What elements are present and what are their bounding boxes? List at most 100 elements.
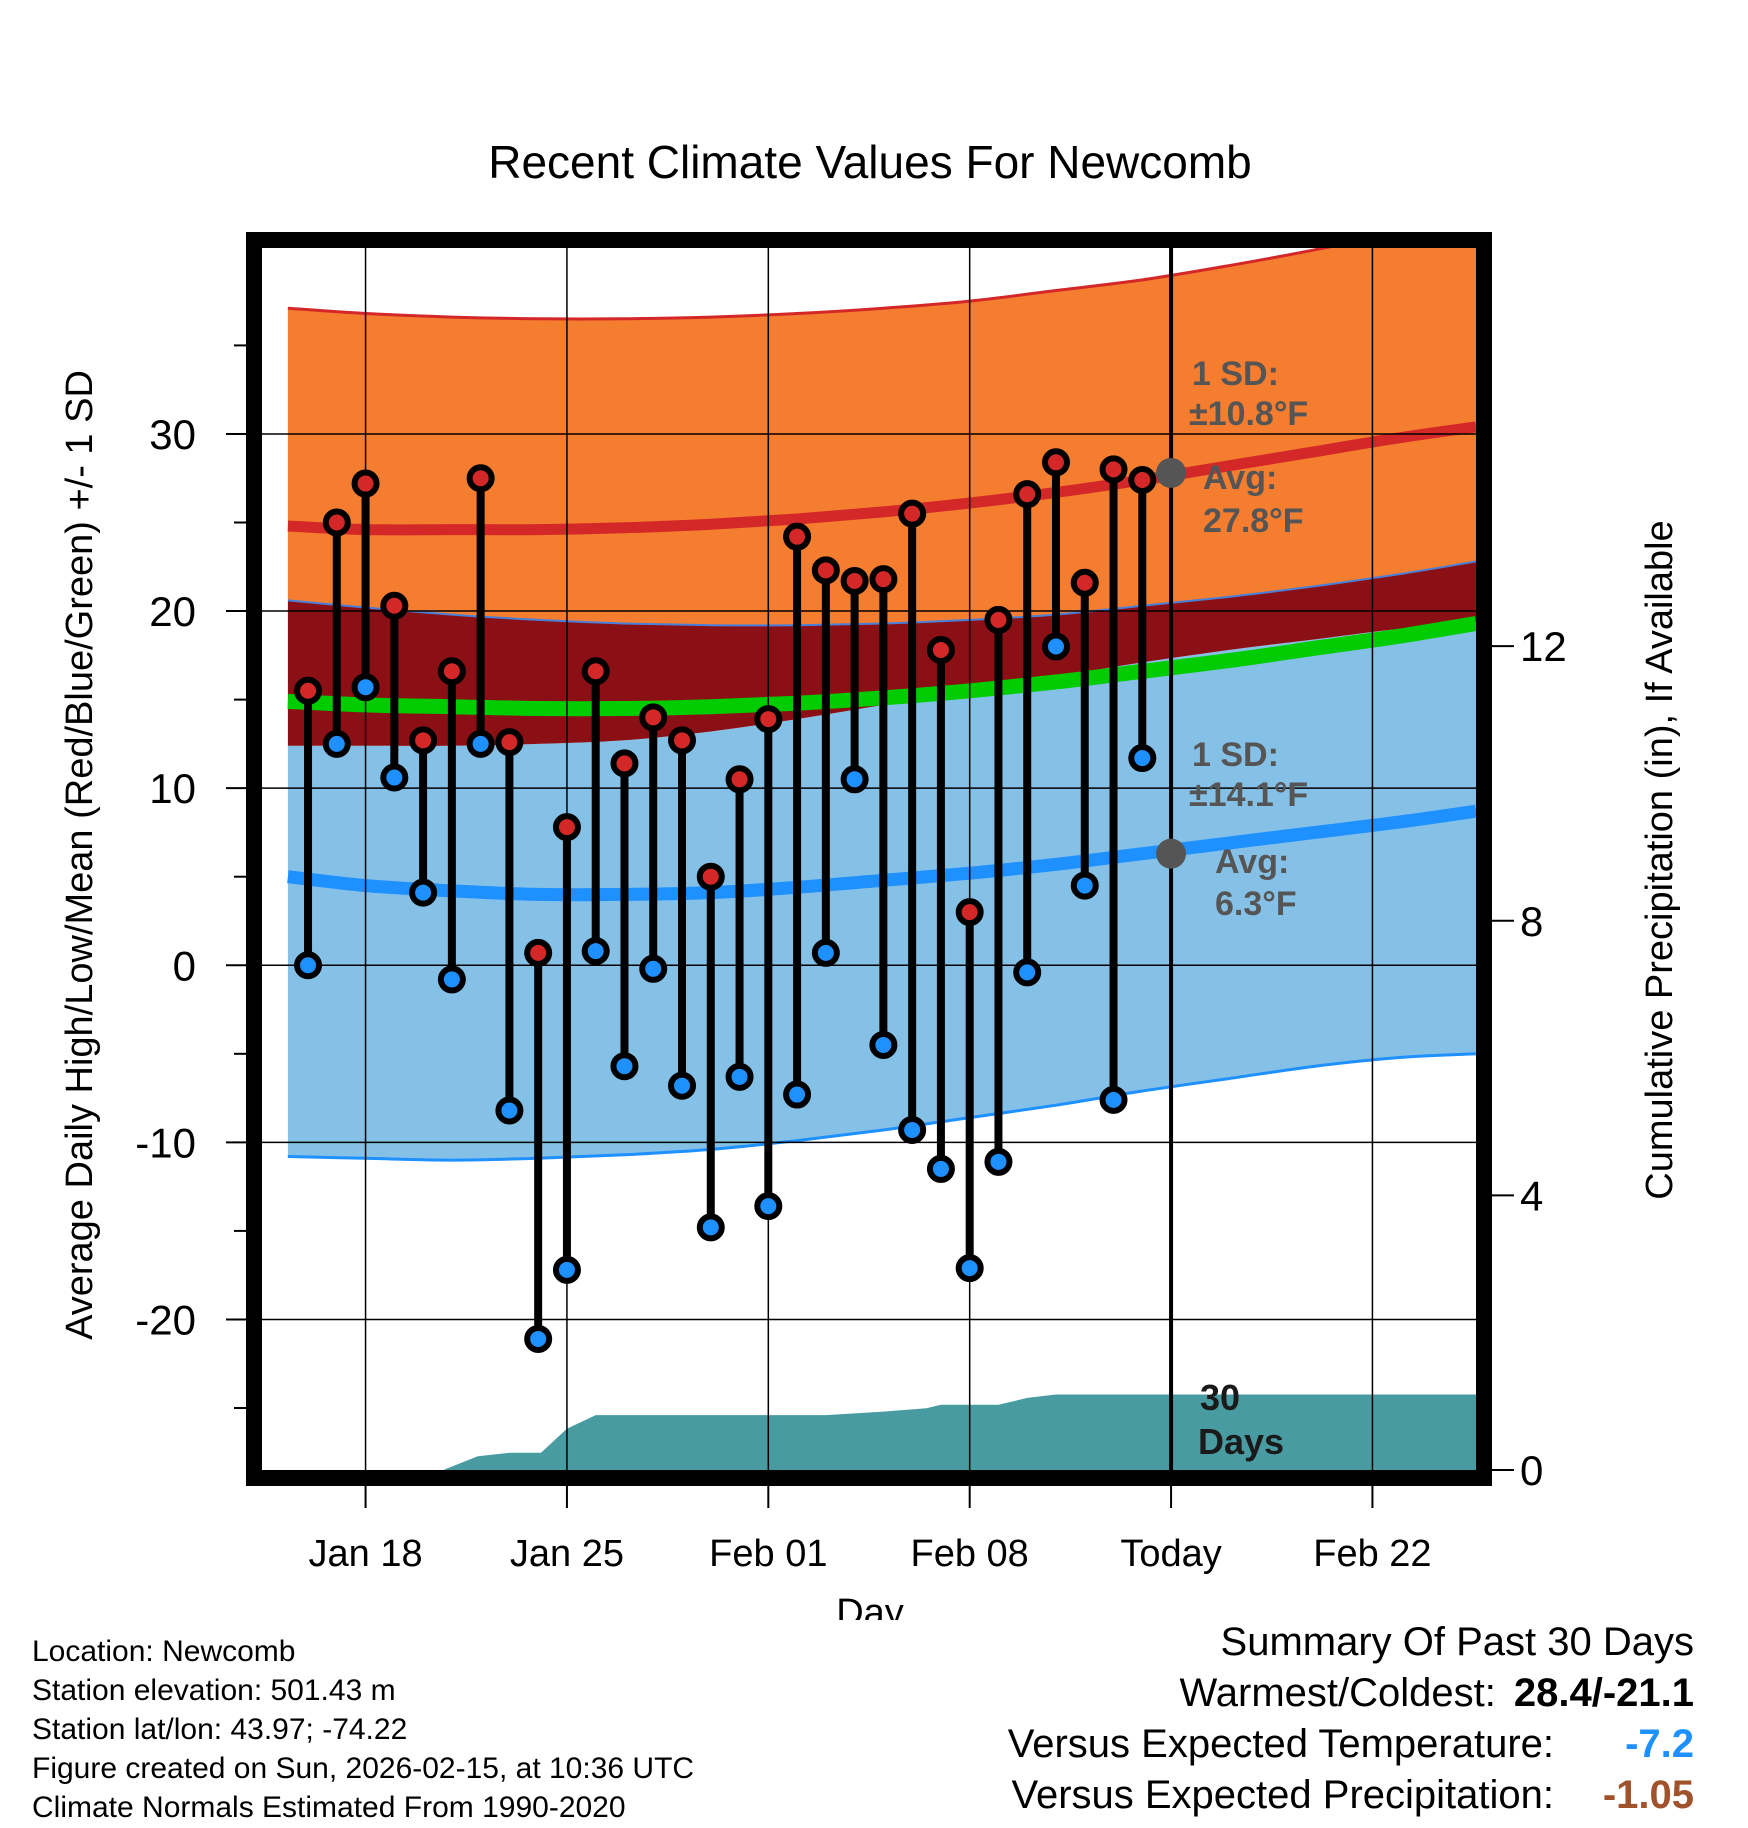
daily-high-marker [955,898,984,927]
elevation-text: Station elevation: 501.43 m [32,1674,396,1707]
daily-high-marker [1013,480,1042,509]
daily-high-marker [668,726,697,755]
y2-tick-label: 4 [1520,1172,1543,1219]
daily-low-marker [1041,632,1070,661]
y-tick-label: 0 [173,942,196,989]
daily-high-marker [898,499,927,528]
daily-high-marker [610,749,639,778]
summary-panel: Summary Of Past 30 Days Warmest/Coldest:… [1008,1617,1694,1821]
precip-value: -1.05 [1602,1773,1694,1817]
daily-high-marker [351,469,380,498]
low-lower-edge [287,1052,1476,1162]
daily-low-marker [955,1254,984,1283]
x-axis-title: Day [836,1592,904,1620]
y-tick-label: 30 [149,411,196,458]
plot-frame [246,232,1492,1486]
daily-high-marker [524,938,553,967]
daily-high-marker [1128,466,1157,495]
y-tick-label: -20 [135,1296,196,1343]
summary-temp: Versus Expected Temperature: -7.2 [1008,1719,1694,1770]
daily-low-marker [754,1192,783,1221]
daily-high-marker [437,657,466,686]
climate-chart: Recent Climate Values For Newcomb 1 SD:±… [59,136,1681,1620]
daily-low-marker [322,729,351,758]
axes [226,232,1514,1508]
daily-low-marker [581,937,610,966]
y-tick-label: -10 [135,1119,196,1166]
daily-high-marker [380,591,409,620]
daily-high-marker [322,508,351,537]
daily-high-marker [552,813,581,842]
today-low-avg-dot [1156,838,1187,869]
daily-low-marker [869,1030,898,1059]
daily-high-marker [409,726,438,755]
precip-cumulative-area [262,1394,1476,1470]
x-tick-label: Today [1120,1533,1221,1575]
summary-precip: Versus Expected Precipitation: -1.05 [1008,1770,1694,1821]
daily-high-marker [840,566,869,595]
daily-high-marker [725,765,754,794]
daily-high-marker [1070,568,1099,597]
daily-low-marker [552,1255,581,1284]
today-high-avg-dot [1156,457,1187,488]
x-tick-label: Jan 25 [510,1533,624,1575]
normals-text: Climate Normals Estimated From 1990-2020 [32,1791,626,1824]
daily-low-marker [725,1062,754,1091]
low-avg-label: Avg: [1215,843,1289,881]
daily-low-marker [1099,1085,1128,1114]
precip-days-number: 30 [1200,1377,1240,1418]
high-sd-value: ±10.8°F [1189,395,1308,433]
chart-title: Recent Climate Values For Newcomb [488,136,1252,188]
daily-high-marker [926,636,955,665]
y-tick-label: 10 [149,765,196,812]
created-text: Figure created on Sun, 2026-02-15, at 10… [32,1752,695,1785]
high-upper-edge [287,248,1332,321]
station-info: Location: Newcomb Station elevation: 501… [32,1632,694,1827]
x-tick-label: Jan 18 [309,1533,423,1575]
daily-high-marker [811,556,840,585]
daily-low-marker [524,1324,553,1353]
x-tick-label: Feb 08 [911,1533,1029,1575]
low-sd-value: ±14.1°F [1189,776,1308,814]
daily-low-marker [351,673,380,702]
daily-high-marker [581,657,610,686]
latlon-text: Station lat/lon: 43.97; -74.22 [32,1713,408,1746]
high-avg-value: 27.8°F [1203,502,1304,540]
daily-high-marker [1041,448,1070,477]
daily-low-marker [696,1213,725,1242]
daily-low-marker [380,763,409,792]
low-avg-value: 6.3°F [1215,885,1297,923]
y-tick-label: 20 [149,588,196,635]
y-axis-title: Average Daily High/Low/Mean (Red/Blue/Gr… [59,370,101,1340]
y2-tick-label: 0 [1520,1447,1543,1494]
grid [262,248,1476,1470]
daily-low-marker [495,1096,524,1125]
daily-low-marker [466,729,495,758]
daily-low-marker [409,878,438,907]
daily-low-marker [840,765,869,794]
daily-low-marker [1013,958,1042,987]
x-tick-label: Feb 22 [1313,1533,1431,1575]
daily-high-marker [754,705,783,734]
temp-value: -7.2 [1625,1722,1694,1766]
daily-low-marker [898,1115,927,1144]
warm-cold-label: Warmest/Coldest: [1179,1671,1496,1715]
precip-days-label: Days [1198,1421,1284,1462]
daily-low-marker [1070,871,1099,900]
daily-high-marker [869,565,898,594]
daily-low-marker [926,1154,955,1183]
daily-high-marker [1099,455,1128,484]
y2-axis-title: Cumulative Precipitation (in), If Availa… [1639,520,1681,1199]
daily-low-marker [610,1052,639,1081]
precip-label: Versus Expected Precipitation: [1011,1773,1554,1817]
y2-tick-label: 12 [1520,623,1567,670]
location-text: Location: Newcomb [32,1635,296,1668]
daily-low-marker [811,938,840,967]
daily-high-marker [783,522,812,551]
low-sd-label: 1 SD: [1192,736,1279,774]
y2-tick-label: 8 [1520,898,1543,945]
summary-title: Summary Of Past 30 Days [1220,1620,1694,1664]
daily-high-marker [696,862,725,891]
x-tick-label: Feb 01 [709,1533,827,1575]
